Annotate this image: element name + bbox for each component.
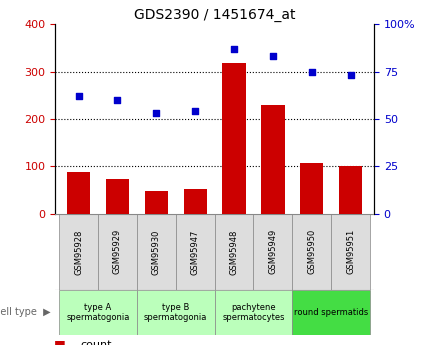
- Bar: [144, 191, 168, 214]
- Bar: [176, 214, 215, 290]
- Bar: [261, 105, 285, 214]
- Text: GSM95928: GSM95928: [74, 229, 83, 275]
- Text: cell type  ▶: cell type ▶: [0, 307, 51, 317]
- Point: [192, 109, 198, 114]
- Bar: [331, 214, 370, 290]
- Point: [231, 46, 238, 51]
- Bar: [292, 290, 370, 335]
- Text: count: count: [80, 340, 112, 345]
- Bar: [137, 214, 176, 290]
- Point: [114, 97, 121, 103]
- Title: GDS2390 / 1451674_at: GDS2390 / 1451674_at: [134, 8, 295, 22]
- Bar: [59, 214, 98, 290]
- Bar: [106, 179, 129, 214]
- Text: GSM95948: GSM95948: [230, 229, 238, 275]
- Point: [153, 110, 160, 116]
- Text: GSM95951: GSM95951: [346, 229, 355, 275]
- Bar: [184, 189, 207, 214]
- Bar: [137, 290, 215, 335]
- Bar: [215, 214, 253, 290]
- Bar: [292, 214, 331, 290]
- Bar: [222, 63, 246, 214]
- Point: [269, 53, 276, 59]
- Text: round spermatids: round spermatids: [294, 308, 368, 317]
- Text: GSM95929: GSM95929: [113, 229, 122, 275]
- Text: ■: ■: [54, 338, 65, 345]
- Text: type A
spermatogonia: type A spermatogonia: [66, 303, 130, 322]
- Text: type B
spermatogonia: type B spermatogonia: [144, 303, 207, 322]
- Bar: [215, 290, 292, 335]
- Text: GSM95947: GSM95947: [191, 229, 200, 275]
- Point: [347, 72, 354, 78]
- Bar: [59, 290, 137, 335]
- Bar: [339, 167, 363, 214]
- Text: GSM95950: GSM95950: [307, 229, 316, 275]
- Point: [75, 93, 82, 99]
- Bar: [253, 214, 292, 290]
- Bar: [67, 172, 90, 214]
- Bar: [98, 214, 137, 290]
- Text: GSM95949: GSM95949: [269, 229, 278, 275]
- Point: [309, 69, 315, 74]
- Text: pachytene
spermatocytes: pachytene spermatocytes: [222, 303, 285, 322]
- Text: GSM95930: GSM95930: [152, 229, 161, 275]
- Bar: [300, 162, 323, 214]
